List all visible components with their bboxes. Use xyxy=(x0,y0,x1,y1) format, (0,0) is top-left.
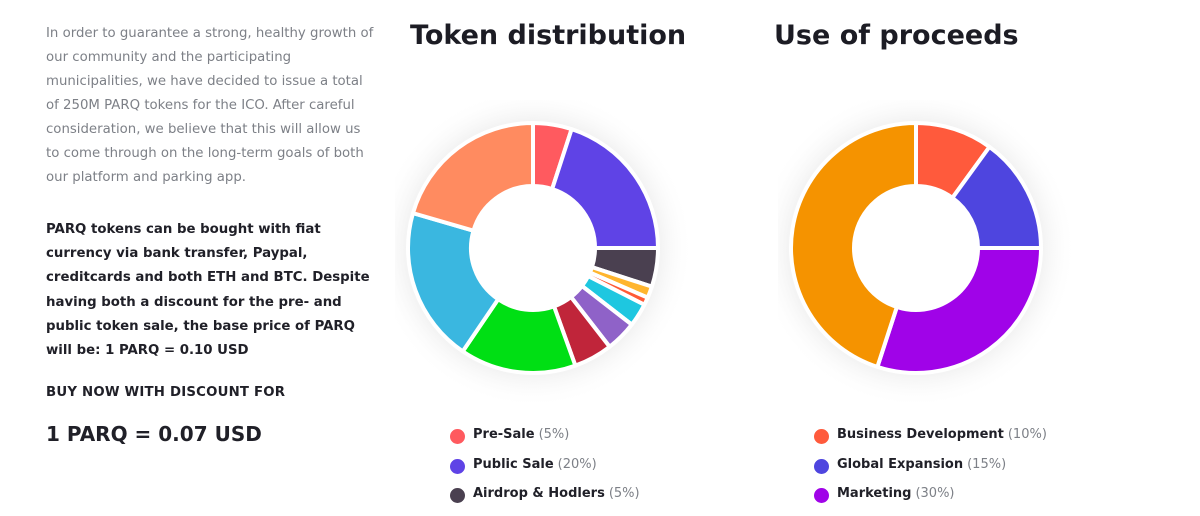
token-distribution-donut-chart xyxy=(395,100,693,408)
donut-hole xyxy=(472,187,594,309)
donut-slice-public-sale xyxy=(550,127,660,250)
legend-item-marketing: Marketing (30%) xyxy=(814,486,1047,516)
use-of-proceeds-title: Use of proceeds xyxy=(774,20,1019,51)
legend-item-pre-sale: Pre-Sale (5%) xyxy=(450,427,640,457)
legend-swatch xyxy=(450,429,465,444)
token-distribution-legend: Pre-Sale (5%) Public Sale (20%) Airdrop & Ho… xyxy=(450,427,640,516)
donut-slice-unlabeled-11 xyxy=(410,121,535,233)
legend-label: Business Development xyxy=(837,427,1004,442)
donut-hole xyxy=(855,187,977,309)
discount-label: BUY NOW WITH DISCOUNT FOR xyxy=(46,385,286,400)
legend-percent: (15%) xyxy=(967,456,1007,472)
legend-percent: (10%) xyxy=(1007,427,1047,442)
use-of-proceeds-donut-chart xyxy=(778,100,1076,408)
discount-price: 1 PARQ = 0.07 USD xyxy=(46,422,262,446)
legend-percent: (5%) xyxy=(608,486,640,501)
legend-swatch xyxy=(450,488,465,503)
donut-slice-unlabeled-4 xyxy=(789,121,918,369)
pricing-paragraph: PARQ tokens can be bought with fiat curr… xyxy=(46,222,370,359)
legend-swatch xyxy=(814,488,829,503)
legend-label: Global Expansion xyxy=(837,456,964,472)
legend-label: Airdrop & Hodlers xyxy=(473,486,605,501)
legend-label: Pre-Sale xyxy=(473,427,535,442)
legend-percent: (30%) xyxy=(915,486,955,501)
donut-slice-marketing xyxy=(875,246,1043,375)
legend-item-airdrop-and-hodlers: Airdrop & Hodlers (5%) xyxy=(450,486,640,516)
legend-percent: (20%) xyxy=(557,456,597,472)
intro-paragraph: In order to guarantee a strong, healthy … xyxy=(46,26,374,185)
legend-item-public-sale: Public Sale (20%) xyxy=(450,457,640,487)
legend-label: Public Sale xyxy=(473,456,554,472)
legend-item-business-development: Business Development (10%) xyxy=(814,427,1047,457)
use-of-proceeds-legend: Business Development (10%) Global Expansio… xyxy=(814,427,1047,516)
legend-percent: (5%) xyxy=(538,427,570,442)
token-distribution-title: Token distribution xyxy=(410,20,687,51)
legend-swatch xyxy=(814,458,829,474)
legend-label: Marketing xyxy=(837,486,912,501)
donut-slice-unlabeled-10 xyxy=(406,211,501,354)
legend-swatch xyxy=(450,458,465,474)
legend-item-global-expansion: Global Expansion (15%) xyxy=(814,457,1047,487)
legend-swatch xyxy=(814,429,829,444)
